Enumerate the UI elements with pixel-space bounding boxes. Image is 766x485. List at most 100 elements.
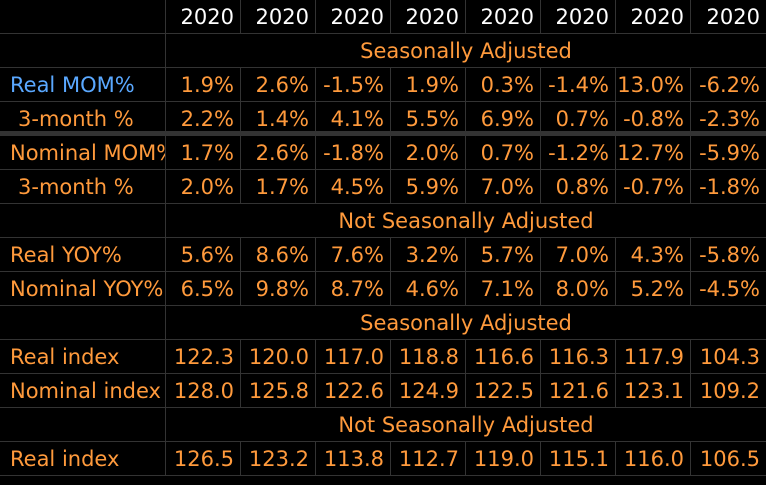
value-cell: 117.9 (616, 340, 691, 373)
value-cell: 4.3% (616, 238, 691, 271)
value-cell: 7.0% (541, 238, 616, 271)
value-cell: 112.7 (391, 442, 466, 475)
value-cell: 7.1% (466, 272, 541, 305)
value-cell: 122.3 (166, 340, 241, 373)
header-year: 2020 (391, 0, 466, 33)
header-row: 2020 2020 2020 2020 2020 2020 2020 2020 (0, 0, 766, 34)
value-cell: 12.7% (616, 136, 691, 169)
header-corner (0, 0, 166, 33)
value-cell: 3.2% (391, 238, 466, 271)
table-row: Nominal index 128.0 125.8 122.6 124.9 12… (0, 374, 766, 408)
row-label: Real YOY% (0, 238, 166, 271)
value-cell: -4.5% (699, 277, 760, 301)
header-year: 2020 (241, 0, 316, 33)
row-label: Nominal YOY% (0, 272, 166, 305)
section-title: Seasonally Adjusted (360, 39, 572, 63)
value-cell: 119.0 (466, 442, 541, 475)
value-cell: 109.2 (699, 379, 760, 403)
section-row: Seasonally Adjusted (0, 34, 766, 68)
row-label: Nominal index (0, 374, 166, 407)
value-cell: 5.5% (391, 102, 466, 131)
table-row: Real index 126.5 123.2 113.8 112.7 119.0… (0, 442, 766, 476)
value-cell: 5.9% (391, 170, 466, 203)
row-label: 3-month % (0, 102, 166, 131)
value-cell: 117.0 (316, 340, 391, 373)
value-cell: 7.6% (316, 238, 391, 271)
value-cell: 121.6 (541, 374, 616, 407)
row-label[interactable]: Real MOM% (0, 68, 166, 101)
section-spacer (0, 204, 166, 237)
table-row[interactable]: Real MOM% 1.9% 2.6% -1.5% 1.9% 0.3% -1.4… (0, 68, 766, 102)
value-cell: 7.0% (466, 170, 541, 203)
value-cell: -5.8% (699, 243, 760, 267)
value-cell: 120.0 (241, 340, 316, 373)
value-cell: 2.6% (241, 68, 316, 101)
value-cell: 0.8% (541, 170, 616, 203)
value-cell: -6.2% (699, 73, 760, 97)
section-row: Seasonally Adjusted (0, 306, 766, 340)
value-cell: 8.0% (541, 272, 616, 305)
value-cell: 13.0% (616, 68, 691, 101)
row-label: Real index (0, 442, 166, 475)
value-cell: 1.9% (166, 68, 241, 101)
value-cell: 116.3 (541, 340, 616, 373)
section-row: Not Seasonally Adjusted (0, 408, 766, 442)
section-title: Seasonally Adjusted (360, 311, 572, 335)
value-cell: 125.8 (241, 374, 316, 407)
section-title: Not Seasonally Adjusted (338, 209, 594, 233)
value-cell: 5.7% (466, 238, 541, 271)
value-cell: 123.1 (616, 374, 691, 407)
table-row: Nominal MOM% 1.7% 2.6% -1.8% 2.0% 0.7% -… (0, 136, 766, 170)
value-cell: 6.5% (166, 272, 241, 305)
table-row: 3-month % 2.0% 1.7% 4.5% 5.9% 7.0% 0.8% … (0, 170, 766, 204)
section-title: Not Seasonally Adjusted (338, 413, 594, 437)
row-label: 3-month % (0, 170, 166, 203)
header-year: 2020 (706, 5, 760, 29)
value-cell: 0.7% (466, 136, 541, 169)
table-row: Real index 122.3 120.0 117.0 118.8 116.6… (0, 340, 766, 374)
value-cell: -1.8% (316, 136, 391, 169)
value-cell: 4.6% (391, 272, 466, 305)
value-cell: 116.0 (616, 442, 691, 475)
value-cell: 104.3 (699, 345, 760, 369)
section-spacer (0, 408, 166, 441)
value-cell: -1.2% (541, 136, 616, 169)
value-cell: -2.3% (699, 107, 760, 131)
value-cell: -0.8% (616, 102, 691, 131)
value-cell: 0.3% (466, 68, 541, 101)
value-cell: 5.6% (166, 238, 241, 271)
value-cell: -1.5% (316, 68, 391, 101)
header-year: 2020 (166, 0, 241, 33)
value-cell: 116.6 (466, 340, 541, 373)
row-label: Real index (0, 340, 166, 373)
value-cell: 1.9% (391, 68, 466, 101)
value-cell: 8.6% (241, 238, 316, 271)
header-year: 2020 (316, 0, 391, 33)
value-cell: 4.1% (316, 102, 391, 131)
section-spacer (0, 34, 166, 67)
table-row: Real YOY% 5.6% 8.6% 7.6% 3.2% 5.7% 7.0% … (0, 238, 766, 272)
section-spacer (0, 306, 166, 339)
value-cell: 2.6% (241, 136, 316, 169)
value-cell: 4.5% (316, 170, 391, 203)
header-year: 2020 (466, 0, 541, 33)
value-cell: 2.2% (166, 102, 241, 131)
row-label: Nominal MOM% (0, 136, 166, 169)
value-cell: 2.0% (391, 136, 466, 169)
section-row: Not Seasonally Adjusted (0, 204, 766, 238)
value-cell: -5.9% (699, 141, 760, 165)
value-cell: 122.6 (316, 374, 391, 407)
value-cell: -1.4% (541, 68, 616, 101)
value-cell: 1.7% (241, 170, 316, 203)
table-row: 3-month % 2.2% 1.4% 4.1% 5.5% 6.9% 0.7% … (0, 102, 766, 136)
value-cell: -1.8% (699, 175, 760, 199)
value-cell: 2.0% (166, 170, 241, 203)
value-cell: 106.5 (699, 447, 760, 471)
table-row: Nominal YOY% 6.5% 9.8% 8.7% 4.6% 7.1% 8.… (0, 272, 766, 306)
header-year: 2020 (541, 0, 616, 33)
value-cell: 9.8% (241, 272, 316, 305)
value-cell: 124.9 (391, 374, 466, 407)
value-cell: 118.8 (391, 340, 466, 373)
value-cell: 0.7% (541, 102, 616, 131)
